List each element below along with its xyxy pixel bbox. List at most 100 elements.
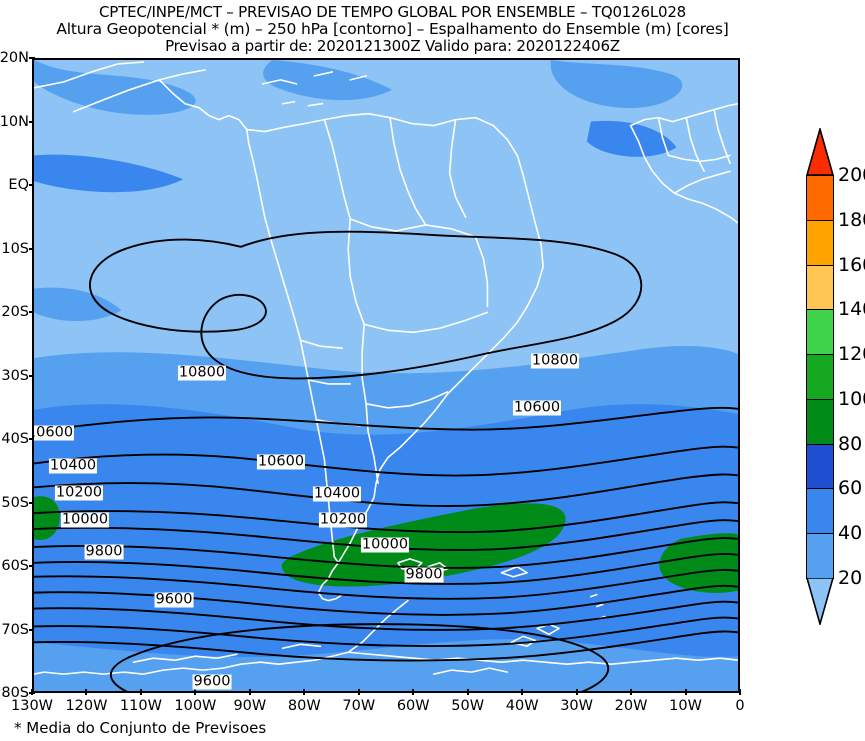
y-tick-label: 50S xyxy=(1,494,29,511)
geopotential-contour xyxy=(110,623,610,691)
colorbar-tick-label: 200 xyxy=(838,164,865,186)
x-tick-mark xyxy=(412,689,415,695)
x-tick-label: 90W xyxy=(233,698,267,714)
contour-label: 9600 xyxy=(154,591,194,608)
x-tick-mark xyxy=(139,689,142,695)
colorbar-under-arrow xyxy=(806,578,834,625)
coastline-path xyxy=(261,71,367,107)
title-line-model: CPTEC/INPE/MCT – PREVISAO DE TEMPO GLOBA… xyxy=(98,3,687,21)
colorbar-band[interactable] xyxy=(806,443,834,490)
contour-label: 9600 xyxy=(192,673,232,690)
x-tick-label: 60W xyxy=(396,698,430,714)
y-tick-label: 70S xyxy=(1,621,29,638)
map-svg xyxy=(34,60,738,691)
geopotential-contour xyxy=(89,230,643,380)
coastline-path xyxy=(500,565,528,578)
x-tick-label: 110W xyxy=(119,698,162,714)
colorbar-tick-label: 40 xyxy=(838,522,863,545)
contour-label: 10200 xyxy=(54,484,104,501)
coastline-path xyxy=(673,170,731,194)
coastline-path xyxy=(132,653,238,663)
colorbar-band[interactable] xyxy=(806,488,834,535)
contour-label: 10800 xyxy=(177,364,227,381)
geopotential-contour xyxy=(34,600,738,631)
geopotential-contour xyxy=(34,616,738,648)
coastline-path xyxy=(434,174,544,411)
contour-label: 10400 xyxy=(48,457,98,474)
coastline-path xyxy=(349,218,477,238)
x-tick-label: 30W xyxy=(560,698,594,714)
coastline-path xyxy=(158,79,248,131)
x-tick-label: 130W xyxy=(10,698,54,714)
contour-label: 10600 xyxy=(34,425,75,441)
map-plot-area[interactable]: 10800 10800 10600 10600 10600 10400 10400 10200… xyxy=(32,58,740,693)
x-tick-label: 50W xyxy=(451,698,485,714)
colorbar[interactable]: 20 40 60 80 100 120 140 160 180 200 xyxy=(806,128,865,625)
x-tick-mark xyxy=(248,689,251,695)
colorbar-band[interactable] xyxy=(806,175,834,221)
coastline-layer xyxy=(34,61,738,675)
coastline-path xyxy=(245,112,525,177)
contour-label: 9800 xyxy=(84,543,124,560)
x-tick-label: 80W xyxy=(287,698,321,714)
geopotential-contour xyxy=(34,553,738,585)
geopotential-contour xyxy=(34,501,738,534)
spread-contour-fill xyxy=(659,533,738,593)
x-tick-label: 0 xyxy=(735,698,745,714)
coastline-path xyxy=(657,116,670,157)
x-tick-mark xyxy=(31,689,33,695)
colorbar-tick-label: 180 xyxy=(838,208,865,231)
spread-contour-fill xyxy=(34,287,122,322)
x-tick-mark xyxy=(466,689,469,695)
coastline-path xyxy=(361,323,367,405)
y-tick-label: 10S xyxy=(1,240,29,257)
geopotential-contour xyxy=(34,473,738,507)
spread-contour-fill xyxy=(586,120,677,157)
coastline-path xyxy=(713,108,731,165)
spread-contour-fill xyxy=(281,503,566,587)
contour-label: 10600 xyxy=(256,453,306,470)
y-axis: 20N 10N EQ 10S 20S 30S 40S 50S 60S 70S 80S xyxy=(0,50,35,701)
x-tick-mark xyxy=(739,689,741,695)
coastline-path xyxy=(365,403,379,485)
title-line-variable: Altura Geopotencial * (m) – 250 hPa [con… xyxy=(56,20,729,38)
x-tick-label: 70W xyxy=(342,698,376,714)
colorbar-band[interactable] xyxy=(806,309,834,356)
colorbar-band[interactable] xyxy=(806,354,834,400)
coastline-path xyxy=(685,116,705,173)
coastline-path xyxy=(281,643,322,650)
colorbar-tick-label: 160 xyxy=(838,253,865,276)
contour-label: 10600 xyxy=(512,399,562,416)
coastline-path xyxy=(389,116,427,226)
title-line-validity: Previsao a partir de: 2020121300Z Valido… xyxy=(165,37,620,55)
coastline-path xyxy=(323,118,351,220)
spread-contour-fill xyxy=(34,154,184,193)
chart-title-block: CPTEC/INPE/MCT – PREVISAO DE TEMPO GLOBA… xyxy=(0,0,785,55)
colorbar-band[interactable] xyxy=(806,398,834,445)
x-tick-mark xyxy=(194,689,197,695)
colorbar-tick-label: 20 xyxy=(838,567,863,589)
x-tick-mark xyxy=(630,689,633,695)
colorbar-tick-label: 100 xyxy=(838,387,865,410)
y-tick-label: 30S xyxy=(1,367,29,384)
geopotential-contour xyxy=(34,568,738,600)
contour-label: 9800 xyxy=(404,566,444,583)
coastline-path xyxy=(337,408,437,564)
colorbar-band[interactable] xyxy=(806,533,834,579)
colorbar-tick-label: 120 xyxy=(838,343,865,366)
coastline-path xyxy=(299,339,344,349)
colorbar-band[interactable] xyxy=(806,264,834,311)
coastline-path xyxy=(397,558,423,570)
y-tick-label: EQ xyxy=(8,177,29,193)
coastline-path xyxy=(245,128,340,564)
colorbar-tick-label: 140 xyxy=(838,298,865,321)
geopotential-contour-layer xyxy=(34,230,738,691)
contour-label: 10800 xyxy=(530,352,580,369)
colorbar-over-arrow xyxy=(806,128,834,175)
y-tick-label: 20N xyxy=(0,50,29,66)
coastline-path xyxy=(347,651,738,665)
geopotential-contour xyxy=(34,406,738,433)
colorbar-band[interactable] xyxy=(806,219,834,266)
coastline-path xyxy=(474,236,489,308)
coastline-path xyxy=(347,218,365,326)
